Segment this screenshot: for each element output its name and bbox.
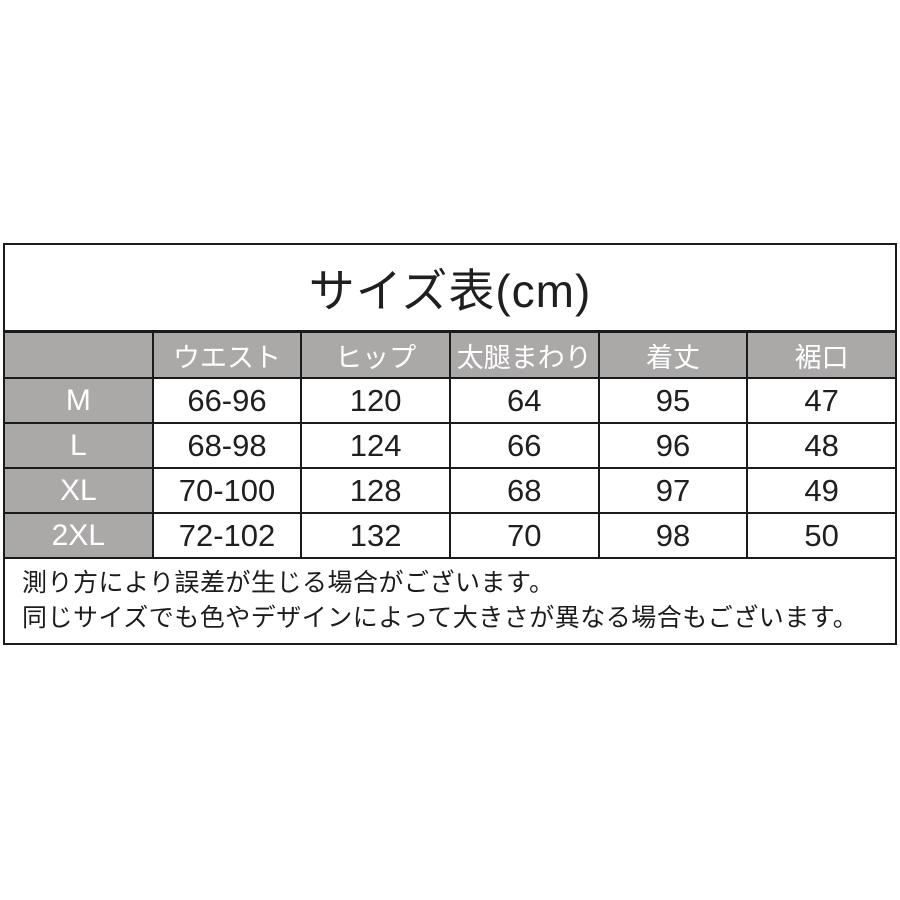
cell-l-hem: 48 — [746, 422, 897, 469]
cell-m-hip: 120 — [300, 377, 451, 424]
cell-m-hem: 47 — [746, 377, 897, 424]
cell-m-thigh: 64 — [448, 377, 600, 424]
table-row-xl: XL 70-100 128 68 97 49 — [3, 467, 897, 514]
col-header-length: 着丈 — [597, 330, 749, 379]
size-label-2xl: 2XL — [3, 512, 154, 559]
cell-l-length: 96 — [597, 422, 749, 469]
cell-2xl-length: 98 — [597, 512, 749, 559]
cell-2xl-thigh: 70 — [448, 512, 600, 559]
title-row: サイズ表(cm) — [3, 243, 897, 333]
note-line-1: 測り方により誤差が生じる場合がございます。 — [22, 569, 555, 597]
cell-xl-waist: 70-100 — [151, 467, 303, 514]
cell-l-waist: 68-98 — [151, 422, 303, 469]
table-row-2xl: 2XL 72-102 132 70 98 50 — [3, 512, 897, 559]
cell-xl-hip: 128 — [300, 467, 451, 514]
col-header-hem: 裾口 — [746, 330, 897, 379]
cell-l-thigh: 66 — [448, 422, 600, 469]
col-header-hip: ヒップ — [300, 330, 451, 379]
column-header-row: ウエスト ヒップ 太腿まわり 着丈 裾口 — [3, 330, 897, 379]
size-label-m: M — [3, 377, 154, 424]
table-row-m: M 66-96 120 64 95 47 — [3, 377, 897, 424]
cell-m-length: 95 — [597, 377, 749, 424]
size-label-l: L — [3, 422, 154, 469]
cell-2xl-hip: 132 — [300, 512, 451, 559]
col-header-waist: ウエスト — [151, 330, 303, 379]
table-row-l: L 68-98 124 66 96 48 — [3, 422, 897, 469]
note-line-2: 同じサイズでも色やデザインによって大きさが異なる場合もございます。 — [22, 604, 859, 632]
cell-xl-thigh: 68 — [448, 467, 600, 514]
cell-xl-hem: 49 — [746, 467, 897, 514]
page-title: サイズ表(cm) — [3, 243, 897, 333]
cell-2xl-hem: 50 — [746, 512, 897, 559]
notes-row: 測り方により誤差が生じる場合がございます。 同じサイズでも色やデザインによって大… — [3, 557, 897, 645]
col-header-thigh: 太腿まわり — [448, 330, 600, 379]
size-label-xl: XL — [3, 467, 154, 514]
cell-2xl-waist: 72-102 — [151, 512, 303, 559]
cell-l-hip: 124 — [300, 422, 451, 469]
size-chart-table: サイズ表(cm) ウエスト ヒップ 太腿まわり 着丈 裾口 M 66-96 12… — [3, 243, 897, 645]
cell-m-waist: 66-96 — [151, 377, 303, 424]
notes-cell: 測り方により誤差が生じる場合がございます。 同じサイズでも色やデザインによって大… — [3, 557, 897, 645]
col-header-size — [3, 330, 154, 379]
notes-text: 測り方により誤差が生じる場合がございます。 同じサイズでも色やデザインによって大… — [5, 566, 895, 636]
cell-xl-length: 97 — [597, 467, 749, 514]
